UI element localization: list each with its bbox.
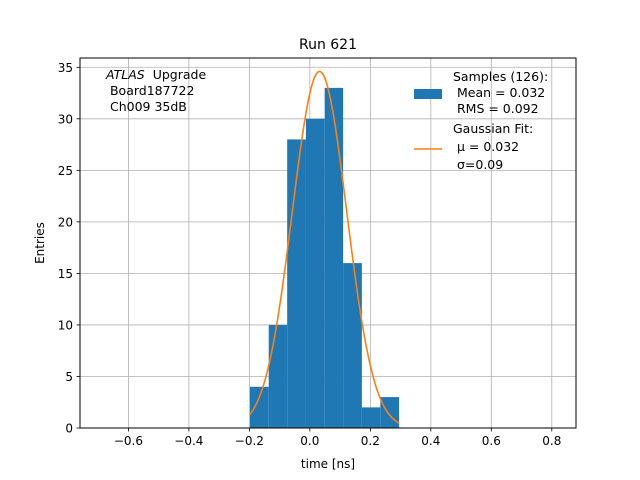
annotation-atlas: ATLAS xyxy=(105,67,145,82)
legend: Samples (126): Mean = 0.032 RMS = 0.092 … xyxy=(414,69,548,172)
y-tick-label: 35 xyxy=(58,61,73,75)
annotation-upgrade: Upgrade xyxy=(153,67,207,82)
histogram-bar xyxy=(380,397,400,428)
x-tick-label: 0.2 xyxy=(361,434,380,448)
legend-fit-sigma: σ=0.09 xyxy=(453,157,503,172)
annotation-channel: Ch009 35dB xyxy=(106,99,187,114)
legend-histogram-swatch xyxy=(414,89,442,99)
legend-fit-mu: μ = 0.032 xyxy=(453,139,519,154)
x-tick-label: −0.4 xyxy=(174,434,203,448)
y-tick-label: 25 xyxy=(58,164,73,178)
legend-histogram-rms: RMS = 0.092 xyxy=(453,101,539,116)
x-tick-label: 0.6 xyxy=(482,434,501,448)
x-axis: −0.6 −0.4 −0.2 0.0 0.2 0.4 0.6 0.8 xyxy=(114,428,561,448)
y-tick-label: 30 xyxy=(58,112,73,126)
chart-title: Run 621 xyxy=(299,37,357,53)
histogram-bar xyxy=(343,263,362,428)
y-axis: 0 5 10 15 20 25 30 35 xyxy=(58,61,80,436)
histogram-bar xyxy=(324,87,344,428)
histogram-bar xyxy=(268,324,288,428)
x-tick-label: −0.6 xyxy=(114,434,143,448)
x-tick-label: 0.4 xyxy=(421,434,440,448)
x-axis-label: time [ns] xyxy=(301,457,355,471)
y-tick-label: 15 xyxy=(58,267,73,281)
gaussian-fit xyxy=(249,70,400,424)
histogram-bar xyxy=(361,407,381,428)
gaussian-fit-curve xyxy=(249,70,400,424)
histogram-bar xyxy=(305,118,325,428)
svg-text:ATLAS Upgrade: ATLAS Upgrade xyxy=(105,67,206,82)
histogram-bar xyxy=(249,386,269,428)
legend-histogram-mean: Mean = 0.032 xyxy=(453,85,545,100)
y-tick-label: 0 xyxy=(65,422,73,436)
x-tick-label: −0.2 xyxy=(235,434,264,448)
annotation-board: Board187722 xyxy=(106,83,194,98)
y-tick-label: 5 xyxy=(65,370,73,384)
x-tick-label: 0.0 xyxy=(300,434,319,448)
legend-histogram-label: Samples (126): xyxy=(453,69,548,84)
y-axis-label: Entries xyxy=(33,222,47,264)
y-tick-label: 20 xyxy=(58,215,73,229)
x-tick-label: 0.8 xyxy=(542,434,561,448)
y-tick-label: 10 xyxy=(58,318,73,332)
plot-frame xyxy=(79,57,577,429)
legend-fit-label: Gaussian Fit: xyxy=(453,121,533,136)
annotation: ATLAS Upgrade Board187722 Ch009 35dB xyxy=(105,67,206,114)
